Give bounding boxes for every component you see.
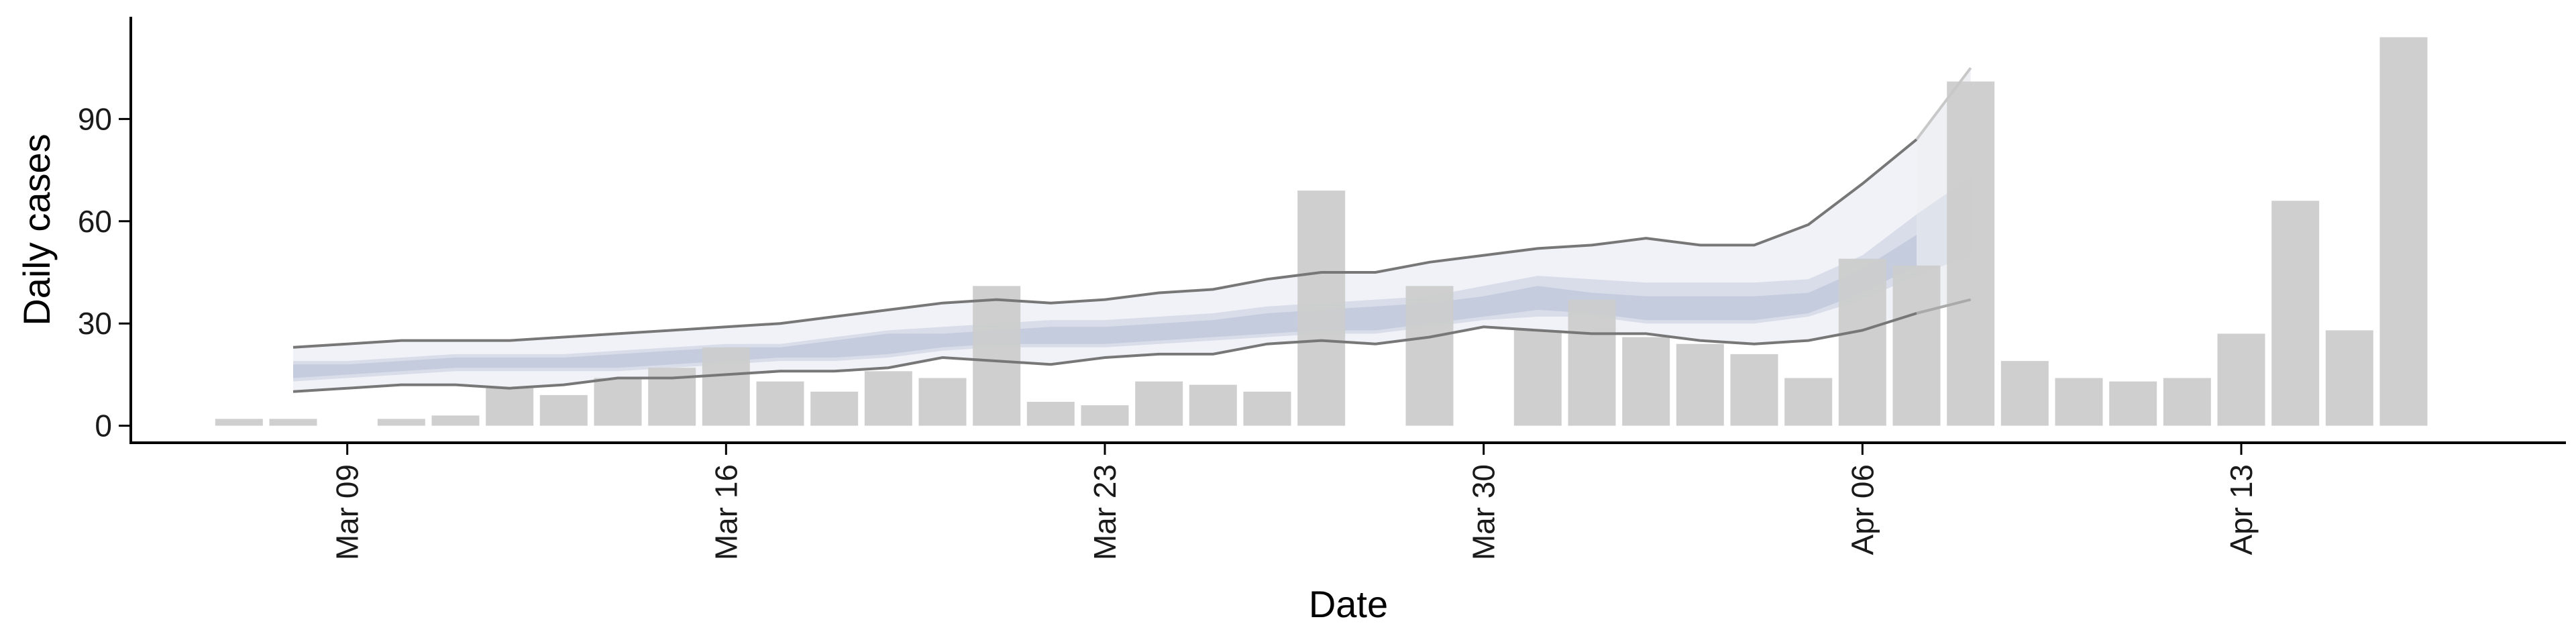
bar-2020-04-15 <box>2325 330 2373 426</box>
x-axis-ticks: Mar 09 Mar 16 Mar 23 Mar 30 Apr 06 Apr 13 <box>330 443 2259 560</box>
axes <box>129 17 2566 444</box>
lower-bound-line <box>292 312 1917 393</box>
bar-2020-04-02 <box>1622 337 1670 426</box>
bar-2020-03-17 <box>756 381 804 426</box>
x-tick-label: Mar 30 <box>1466 464 1501 560</box>
daily-case-bars <box>215 37 2428 426</box>
bar-2020-03-25 <box>1189 384 1237 426</box>
x-axis-title: Date <box>1309 583 1388 625</box>
bar-2020-03-07 <box>215 419 263 426</box>
bar-2020-03-27 <box>1297 191 1346 426</box>
interval-bands <box>293 68 1971 392</box>
y-tick-label: 60 <box>78 204 112 239</box>
bar-2020-03-08 <box>269 419 317 426</box>
y-tick-label: 0 <box>95 409 112 443</box>
bar-2020-03-22 <box>1026 402 1075 426</box>
bar-2020-03-13 <box>539 394 588 426</box>
interval-band-0 <box>293 139 1917 392</box>
bar-2020-03-12 <box>486 388 534 426</box>
bar-2020-04-07 <box>1892 265 1941 426</box>
bar-2020-03-21 <box>973 286 1021 426</box>
forecast-upper-line <box>1915 66 1972 141</box>
bar-2020-04-11 <box>2109 381 2157 426</box>
bar-2020-03-24 <box>1135 381 1183 426</box>
bar-2020-04-10 <box>2055 378 2103 426</box>
bar-2020-04-04 <box>1730 354 1778 426</box>
x-tick-label: Mar 09 <box>330 464 365 560</box>
upper-bound-line <box>292 138 1918 349</box>
y-axis-title: Daily cases <box>15 133 58 325</box>
bar-2020-03-10 <box>377 419 425 426</box>
x-tick-label: Apr 06 <box>1845 464 1880 555</box>
bar-2020-03-11 <box>431 415 480 426</box>
bar-2020-03-19 <box>864 371 912 426</box>
bar-2020-04-06 <box>1838 258 1886 426</box>
bar-2020-04-14 <box>2271 201 2320 426</box>
bar-2020-03-18 <box>810 391 859 426</box>
bound-lines <box>292 66 1972 393</box>
bar-2020-03-23 <box>1081 405 1129 426</box>
bar-2020-04-12 <box>2163 378 2211 426</box>
bar-2020-03-20 <box>918 378 967 426</box>
bar-2020-04-08 <box>1947 81 1995 426</box>
y-axis-ticks: 0 30 60 90 <box>78 101 131 443</box>
bar-2020-04-03 <box>1676 343 1724 426</box>
y-tick-label: 90 <box>78 101 112 136</box>
bar-2020-04-09 <box>2000 361 2049 426</box>
bar-2020-03-16 <box>702 347 750 426</box>
x-tick-label: Mar 23 <box>1087 464 1122 560</box>
bar-2020-04-13 <box>2217 333 2265 426</box>
bar-2020-04-05 <box>1784 378 1833 426</box>
forecast-lower-line <box>1916 298 1972 315</box>
bar-2020-03-26 <box>1243 391 1291 426</box>
x-tick-label: Mar 16 <box>708 464 743 560</box>
bar-2020-03-14 <box>594 378 642 426</box>
x-tick-label: Apr 13 <box>2224 464 2259 555</box>
bar-2020-04-16 <box>2379 37 2428 426</box>
bar-2020-03-31 <box>1513 330 1562 426</box>
y-tick-label: 30 <box>78 306 112 341</box>
bar-2020-04-01 <box>1568 299 1616 426</box>
bar-2020-03-29 <box>1405 286 1454 426</box>
